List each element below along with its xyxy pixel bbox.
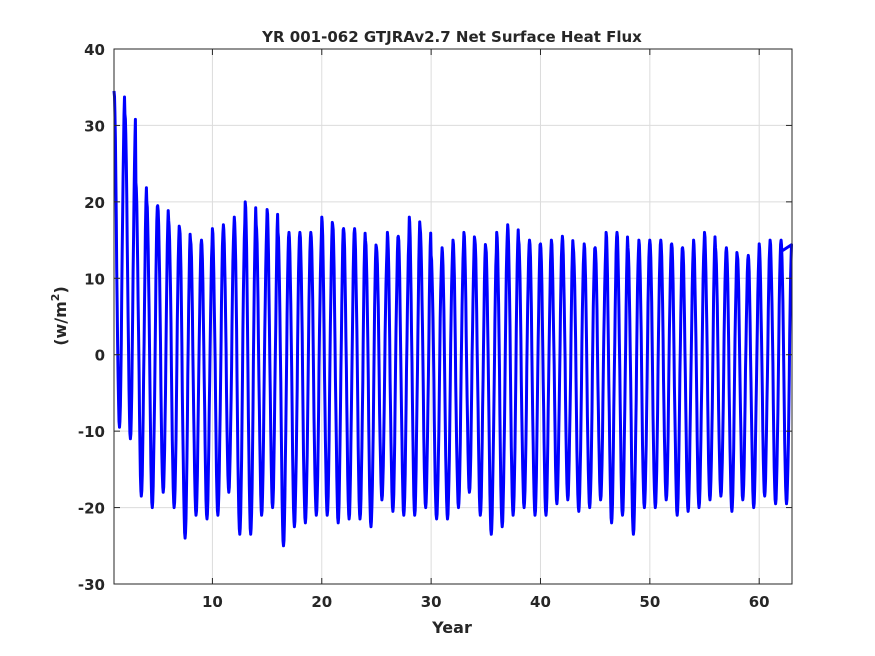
axes-box [113,48,793,585]
y-tick-label: 10 [84,270,105,288]
x-tick-label: 40 [530,593,551,611]
y-tick-label: 30 [84,117,105,135]
y-axis-label-close: ) [51,286,70,293]
y-tick-label: 20 [84,194,105,212]
tick-labels: 10 20 30 40 50 60 -30 -20 -10 0 10 20 30 40 [78,41,770,611]
ticks [114,48,792,585]
y-axis-label-superscript: 2 [49,294,62,302]
chart-title: YR 001-062 GTJRAv2.7 Net Surface Heat Fl… [261,28,642,46]
x-tick-label: 20 [311,593,332,611]
y-axis-label: (w/m2) [49,286,70,346]
flux-series [112,90,793,548]
flux-line [112,90,793,548]
x-tick-label: 10 [202,593,223,611]
y-tick-label: 40 [84,41,105,59]
y-tick-label: 0 [95,347,105,365]
x-tick-label: 60 [749,593,770,611]
y-axis-label-base: (w/m [51,301,70,346]
y-tick-label: -20 [78,500,105,518]
x-tick-label: 50 [639,593,660,611]
y-tick-label: -30 [78,576,105,594]
x-axis-label: Year [431,618,472,637]
x-tick-label: 30 [421,593,442,611]
y-tick-label: -10 [78,423,105,441]
